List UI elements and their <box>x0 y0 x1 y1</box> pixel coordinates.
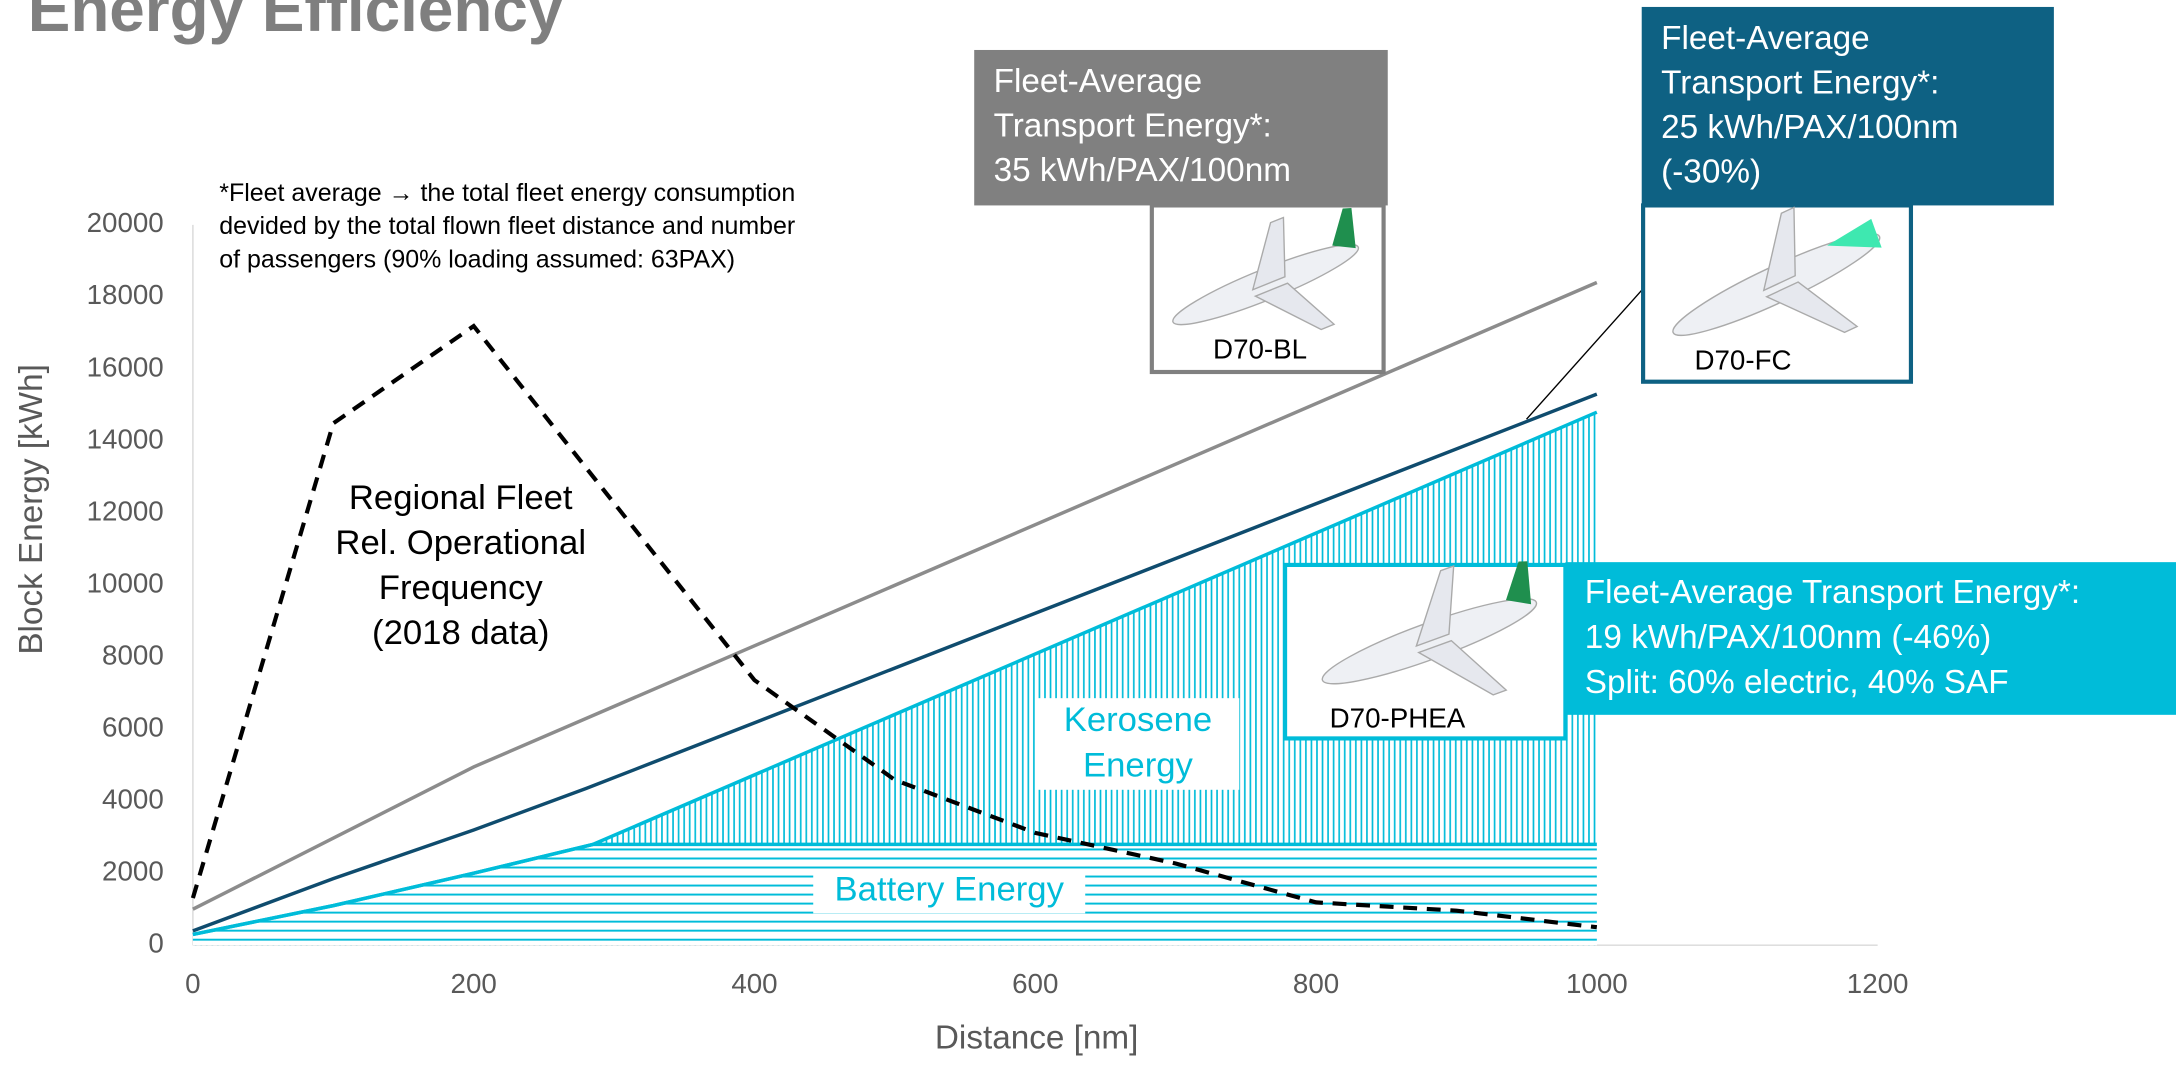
y-tick-label: 4000 <box>102 783 164 814</box>
callout-text: Fleet-Average Transport Energy*: <box>1585 574 2080 611</box>
x-tick-label: 0 <box>185 968 200 999</box>
y-axis-label: Block Energy [kWh] <box>13 364 50 655</box>
x-tick-label: 200 <box>451 968 497 999</box>
footnote: *Fleet average → the total fleet energy … <box>219 179 795 207</box>
callout-text: Fleet-Average <box>994 63 1203 100</box>
kerosene-label: Kerosene <box>1064 701 1212 739</box>
y-tick-label: 16000 <box>87 351 164 382</box>
y-tick-label: 14000 <box>87 423 164 454</box>
callout-text: (-30%) <box>1661 153 1761 190</box>
x-tick-label: 1200 <box>1847 968 1909 999</box>
aircraft-label: D70-BL <box>1213 333 1307 364</box>
frequency-label: Frequency <box>379 569 544 607</box>
aircraft-label: D70-FC <box>1694 345 1791 376</box>
callout-text: Split: 60% electric, 40% SAF <box>1585 664 2009 701</box>
y-tick-label: 10000 <box>87 567 164 598</box>
chart: Energy Efficiency Distance [nm] Block En… <box>0 0 2176 1066</box>
callout-text: 25 kWh/PAX/100nm <box>1661 109 1958 146</box>
callout-text: Transport Energy*: <box>1661 64 1939 101</box>
callout-text: 19 kWh/PAX/100nm (-46%) <box>1585 619 1991 656</box>
x-tick-label: 400 <box>731 968 777 999</box>
callout-text: Transport Energy*: <box>994 107 1272 144</box>
page: {"chart_data":{ "type":"line", "title":"… <box>0 0 2176 1066</box>
callout-text: Fleet-Average <box>1661 20 1870 57</box>
footnote: devided by the total flown fleet distanc… <box>219 212 795 240</box>
y-tick-label: 6000 <box>102 711 164 742</box>
x-tick-label: 600 <box>1012 968 1058 999</box>
chart-title: Energy Efficiency <box>28 0 564 45</box>
y-tick-label: 18000 <box>87 279 164 310</box>
footnote: of passengers (90% loading assumed: 63PA… <box>219 246 735 274</box>
y-tick-label: 12000 <box>87 495 164 526</box>
aircraft-label: D70-PHEA <box>1330 703 1466 734</box>
x-tick-label: 800 <box>1293 968 1339 999</box>
frequency-label: Regional Fleet <box>349 479 573 517</box>
y-tick-label: 0 <box>148 928 163 959</box>
frequency-label: Rel. Operational <box>335 524 586 562</box>
battery-label: Battery Energy <box>835 870 1065 908</box>
x-tick-label: 1000 <box>1566 968 1628 999</box>
frequency-label: (2018 data) <box>372 614 549 652</box>
y-tick-label: 2000 <box>102 856 164 887</box>
y-tick-label: 20000 <box>87 207 164 238</box>
callout-text: 35 kWh/PAX/100nm <box>994 152 1291 189</box>
kerosene-label: Energy <box>1083 747 1194 785</box>
x-axis-label: Distance [nm] <box>935 1019 1139 1056</box>
y-tick-label: 8000 <box>102 639 164 670</box>
